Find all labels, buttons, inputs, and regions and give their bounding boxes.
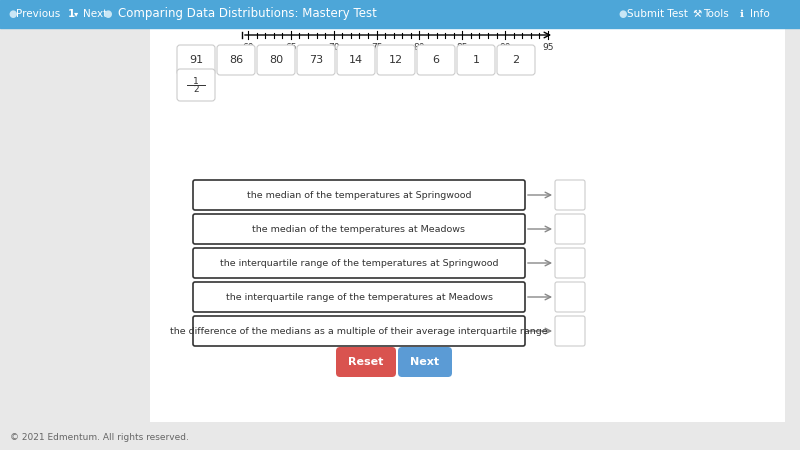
FancyBboxPatch shape — [337, 45, 375, 75]
Text: Tools: Tools — [703, 9, 729, 19]
FancyBboxPatch shape — [336, 347, 396, 377]
FancyBboxPatch shape — [377, 45, 415, 75]
Text: Info: Info — [750, 9, 770, 19]
FancyBboxPatch shape — [555, 214, 585, 244]
Text: 73: 73 — [309, 55, 323, 65]
FancyBboxPatch shape — [177, 45, 215, 75]
Text: Next: Next — [83, 9, 107, 19]
FancyBboxPatch shape — [297, 45, 335, 75]
Text: 65: 65 — [285, 43, 297, 52]
Bar — [0, 0, 800, 28]
FancyBboxPatch shape — [257, 45, 295, 75]
FancyBboxPatch shape — [555, 248, 585, 278]
FancyBboxPatch shape — [193, 248, 525, 278]
FancyBboxPatch shape — [398, 347, 452, 377]
Text: Submit Test: Submit Test — [627, 9, 688, 19]
Text: the interquartile range of the temperatures at Meadows: the interquartile range of the temperatu… — [226, 292, 493, 302]
Text: 86: 86 — [229, 55, 243, 65]
Text: 6: 6 — [433, 55, 439, 65]
Text: 75: 75 — [371, 43, 382, 52]
FancyBboxPatch shape — [193, 214, 525, 244]
FancyBboxPatch shape — [193, 282, 525, 312]
Text: ●: ● — [8, 9, 17, 19]
Text: ℹ: ℹ — [740, 9, 744, 19]
FancyBboxPatch shape — [555, 180, 585, 210]
FancyBboxPatch shape — [177, 69, 215, 101]
Text: 1: 1 — [193, 76, 199, 86]
Text: Next: Next — [410, 357, 439, 367]
Text: ⚒: ⚒ — [692, 9, 702, 19]
Text: the interquartile range of the temperatures at Springwood: the interquartile range of the temperatu… — [220, 258, 498, 267]
Text: 12: 12 — [389, 55, 403, 65]
Text: 2: 2 — [193, 85, 199, 94]
Text: ●: ● — [618, 9, 626, 19]
Text: Previous: Previous — [16, 9, 60, 19]
FancyBboxPatch shape — [217, 45, 255, 75]
FancyBboxPatch shape — [555, 316, 585, 346]
Text: 60: 60 — [242, 43, 254, 52]
Text: the difference of the medians as a multiple of their average interquartile range: the difference of the medians as a multi… — [170, 327, 548, 336]
Text: 70: 70 — [328, 43, 339, 52]
Text: ●: ● — [103, 9, 111, 19]
Text: 14: 14 — [349, 55, 363, 65]
Text: the median of the temperatures at Meadows: the median of the temperatures at Meadow… — [253, 225, 466, 234]
Text: 95: 95 — [542, 43, 554, 52]
Text: 90: 90 — [499, 43, 511, 52]
Text: 2: 2 — [513, 55, 519, 65]
Text: 85: 85 — [457, 43, 468, 52]
FancyBboxPatch shape — [497, 45, 535, 75]
FancyBboxPatch shape — [193, 316, 525, 346]
Text: Reset: Reset — [348, 357, 384, 367]
FancyBboxPatch shape — [555, 282, 585, 312]
Text: 80: 80 — [414, 43, 425, 52]
Text: © 2021 Edmentum. All rights reserved.: © 2021 Edmentum. All rights reserved. — [10, 433, 189, 442]
FancyBboxPatch shape — [457, 45, 495, 75]
Text: 1: 1 — [473, 55, 479, 65]
Text: 1: 1 — [68, 9, 75, 19]
Text: 80: 80 — [269, 55, 283, 65]
Text: Comparing Data Distributions: Mastery Test: Comparing Data Distributions: Mastery Te… — [118, 8, 377, 21]
Text: the median of the temperatures at Springwood: the median of the temperatures at Spring… — [246, 190, 471, 199]
Text: 91: 91 — [189, 55, 203, 65]
Text: ▾: ▾ — [74, 9, 78, 18]
FancyBboxPatch shape — [417, 45, 455, 75]
Bar — [150, 12, 785, 422]
FancyBboxPatch shape — [193, 180, 525, 210]
